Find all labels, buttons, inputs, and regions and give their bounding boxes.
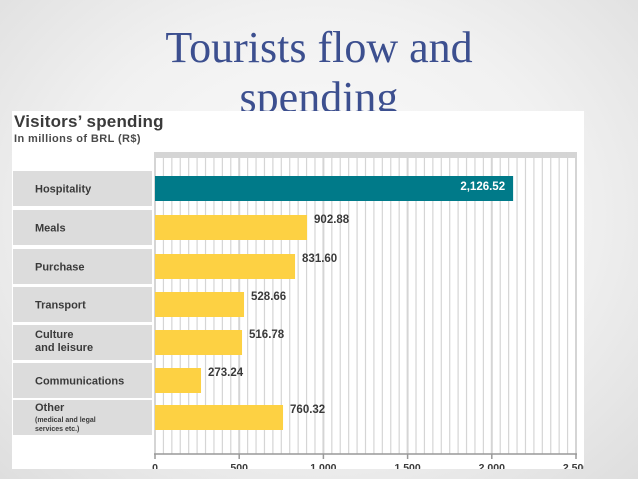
data-label: 528.66 (251, 291, 286, 303)
category-band (13, 249, 152, 284)
data-label: 902.88 (314, 214, 350, 226)
category-label: Culture (35, 329, 74, 341)
chart-subtitle: In millions of BRL (R$) (14, 133, 141, 145)
category-label-note: (medical and legal (35, 417, 96, 424)
slide-title: Tourists flow and spending (0, 23, 638, 123)
bar (155, 330, 243, 355)
slide-title-line-1: Tourists flow and (165, 23, 473, 73)
category-label: and leisure (35, 342, 93, 354)
category-band (13, 287, 152, 322)
category-label: Communications (35, 376, 124, 388)
bar (155, 405, 284, 430)
category-label: Transport (35, 300, 86, 312)
bar (155, 292, 245, 317)
data-label: 516.78 (249, 329, 285, 341)
category-band (13, 210, 152, 245)
bar (155, 215, 308, 240)
data-label: 2,126.52 (460, 181, 505, 193)
chart-title: Visitors’ spending (14, 112, 164, 131)
category-band (13, 171, 152, 206)
x-tick-label: 2,000 (479, 462, 505, 469)
category-label: Hospitality (35, 184, 92, 196)
data-label: 760.32 (290, 404, 325, 416)
bar-chart: 0 500 1,000 1,500 2,000 2,500 Hospitality 2,126… (13, 152, 584, 469)
x-tick-label: 0 (152, 462, 158, 469)
x-tick-label: 2,500 (563, 462, 584, 469)
category-label: Other (35, 402, 65, 414)
x-tick-label: 1,500 (394, 462, 420, 469)
bar (155, 176, 514, 201)
category-band (13, 363, 152, 398)
category-band (13, 400, 152, 435)
x-tick-label: 1,000 (310, 462, 336, 469)
data-label: 831.60 (302, 253, 337, 265)
data-label: 273.24 (208, 367, 244, 379)
category-label: Meals (35, 223, 66, 235)
category-band (13, 325, 152, 360)
chart-panel: 0 500 1,000 1,500 2,000 2,500 Hospitality 2,126… (12, 111, 584, 469)
x-tick-label: 500 (230, 462, 248, 469)
bar (155, 368, 202, 393)
category-label: Purchase (35, 262, 85, 274)
category-label-note: services etc.) (35, 426, 79, 433)
bar (155, 254, 296, 279)
